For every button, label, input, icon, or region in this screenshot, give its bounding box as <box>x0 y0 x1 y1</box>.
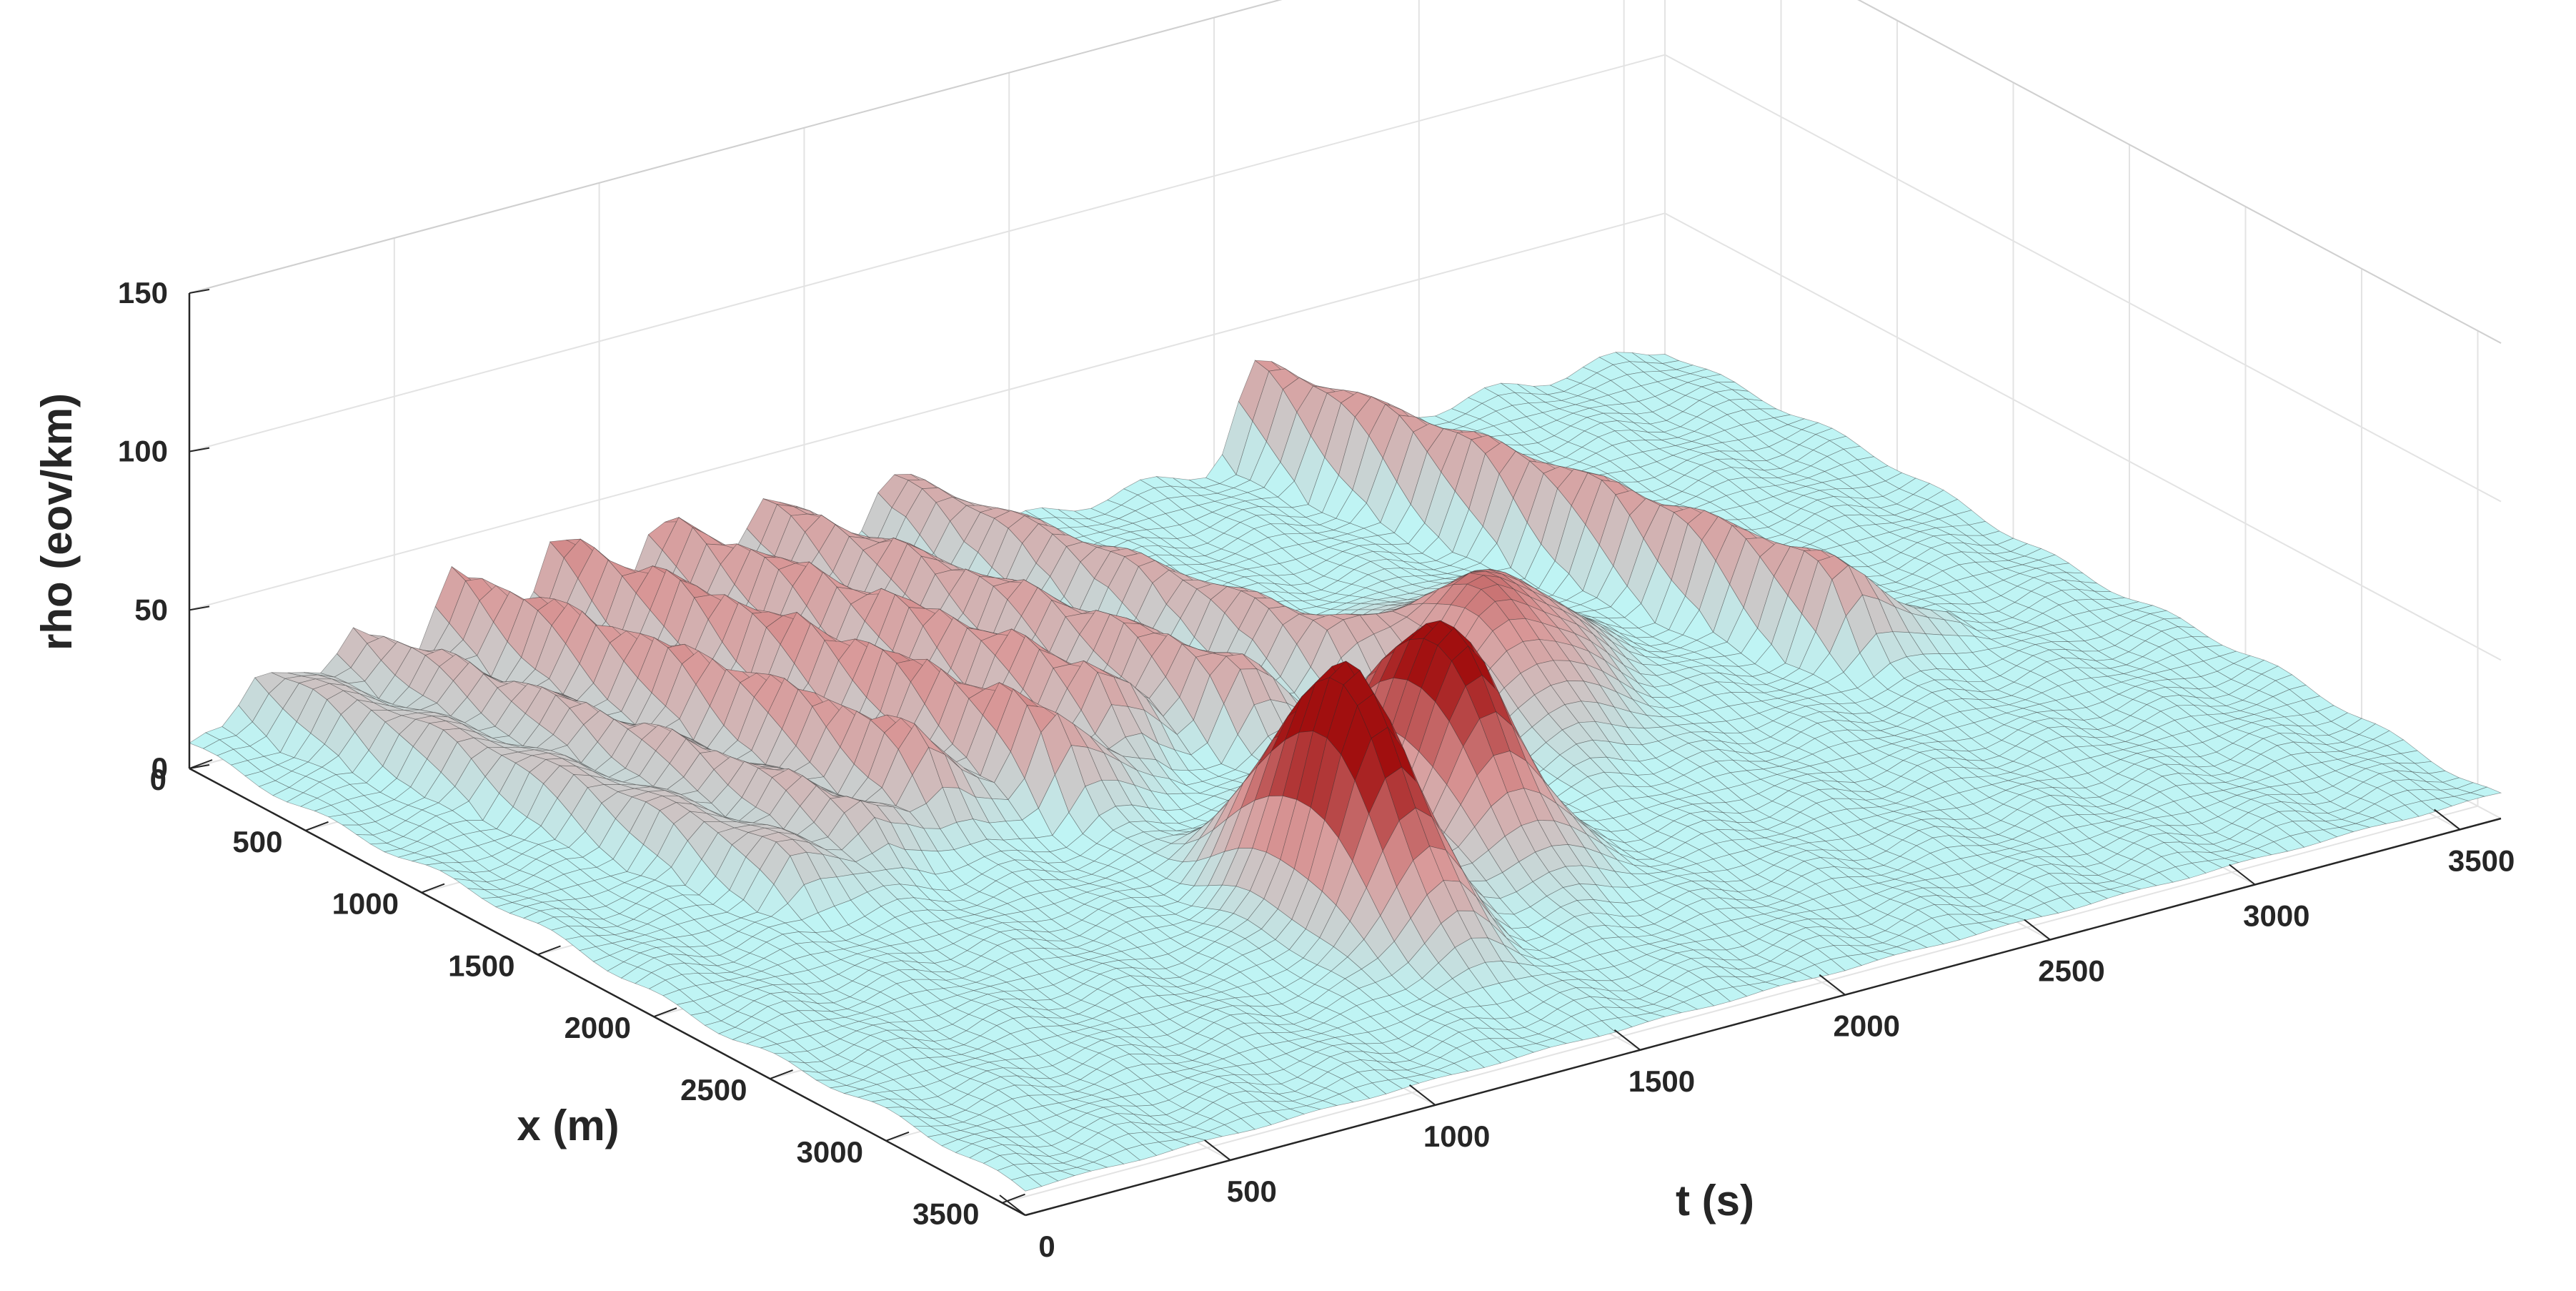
grid-line-z-wall <box>1665 0 2501 343</box>
grid-line-z-wall <box>189 0 1665 293</box>
grid-line-z-wall <box>189 55 1665 452</box>
box-edge <box>189 0 1665 293</box>
surface-mesh <box>189 352 2501 1192</box>
box-edge <box>1665 0 2501 343</box>
